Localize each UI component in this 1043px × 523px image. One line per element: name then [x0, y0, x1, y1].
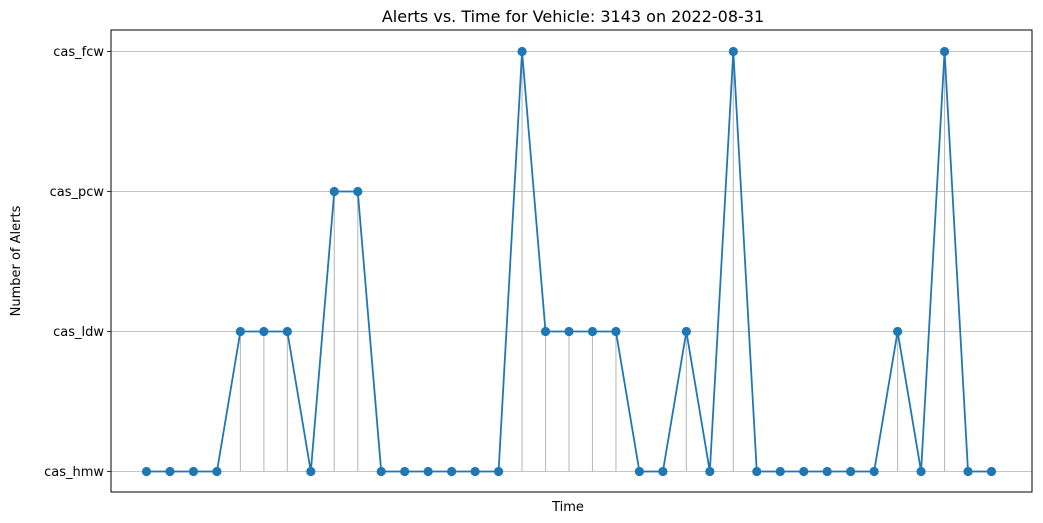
data-point	[540, 326, 551, 337]
data-point	[822, 466, 832, 477]
data-point	[470, 466, 480, 477]
data-point	[775, 466, 785, 477]
data-point	[517, 46, 527, 57]
data-point	[212, 466, 222, 477]
data-point	[141, 466, 152, 477]
data-point	[329, 186, 339, 197]
data-point	[493, 466, 504, 477]
data-point	[893, 326, 903, 337]
data-point	[939, 46, 950, 57]
data-point	[235, 326, 245, 337]
data-point	[728, 46, 738, 57]
data-point	[986, 466, 997, 477]
y-axis-ticks: cas_hmw cas_ldw cas_pcw cas_fcw	[44, 45, 111, 480]
y-tick-label-cas_ldw: cas_ldw	[53, 325, 104, 340]
chart-title: Alerts vs. Time for Vehicle: 3143 on 202…	[382, 7, 764, 26]
data-point	[634, 466, 645, 477]
data-point	[306, 466, 316, 477]
data-point	[916, 466, 926, 477]
data-point	[658, 466, 668, 477]
data-point	[611, 326, 621, 337]
y-tick-label-cas_hmw: cas_hmw	[44, 465, 104, 480]
data-point	[165, 466, 175, 477]
y-tick-label-cas_fcw: cas_fcw	[53, 45, 104, 60]
data-point	[353, 186, 363, 197]
data-point	[423, 466, 433, 477]
data-point	[400, 466, 410, 477]
data-point	[869, 466, 879, 477]
data-points	[141, 46, 997, 477]
data-point	[376, 466, 386, 477]
stem-lines	[239, 51, 946, 472]
data-point	[681, 326, 691, 337]
data-point	[259, 326, 269, 337]
data-point	[587, 326, 598, 337]
data-point	[447, 466, 457, 477]
data-point	[564, 326, 574, 337]
y-tick-label-cas_pcw: cas_pcw	[50, 185, 105, 200]
data-point	[282, 326, 292, 337]
data-point	[705, 466, 715, 477]
data-point	[799, 466, 809, 477]
y-axis-label: Number of Alerts	[9, 205, 24, 316]
plot-area-frame	[110, 29, 1033, 493]
data-point	[963, 466, 973, 477]
data-point	[188, 466, 199, 477]
data-point	[846, 466, 856, 477]
x-axis-label: Time	[551, 500, 584, 515]
data-point	[752, 466, 762, 477]
